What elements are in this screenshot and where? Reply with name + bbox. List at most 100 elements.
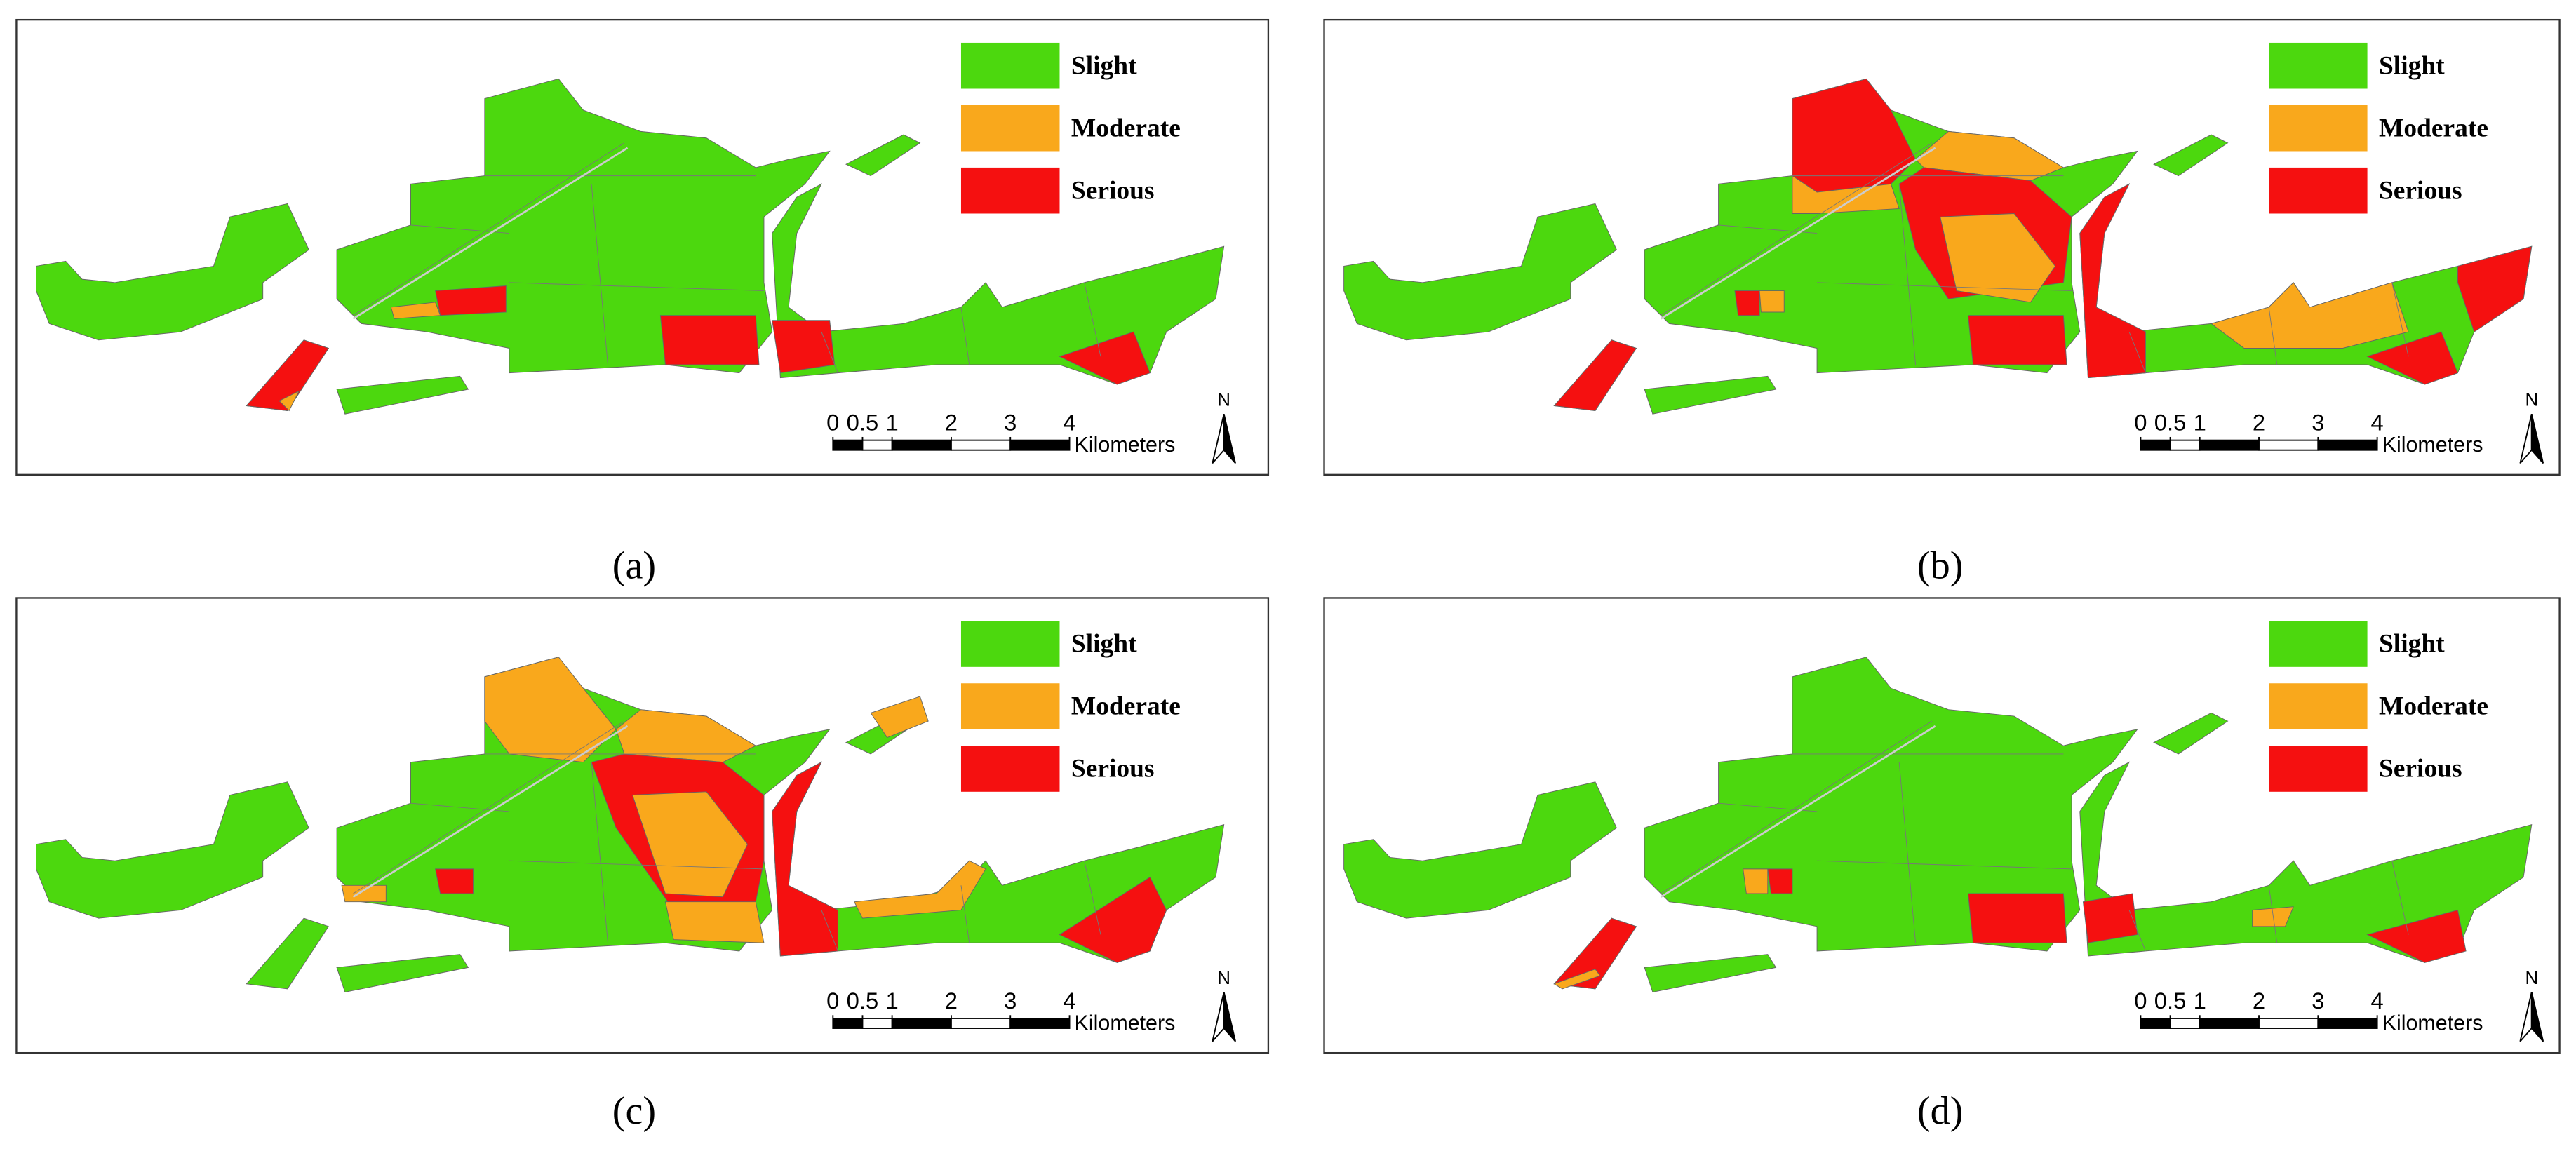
district-boundary: [1084, 282, 1101, 357]
district-boundary: [2268, 307, 2278, 365]
legend-swatch: [2269, 746, 2368, 792]
legend-label: Slight: [2379, 51, 2445, 80]
legend-label: Slight: [2379, 630, 2445, 659]
district-boundary: [1898, 184, 1917, 365]
scale-segment: [1009, 439, 1071, 451]
scale-segment: [2169, 439, 2201, 451]
scale-segment: [832, 439, 864, 451]
legend-label: Serious: [1071, 176, 1155, 205]
district-boundary: [509, 282, 764, 292]
panel-label: (c): [612, 1089, 656, 1133]
district-class: [2366, 331, 2459, 385]
scale-label: 4: [1063, 410, 1075, 436]
scale-segment: [2199, 439, 2260, 451]
district: [1644, 375, 1777, 415]
district-boundary: [821, 910, 838, 952]
north-arrow: [2530, 413, 2544, 464]
scale-label: 2: [945, 988, 958, 1014]
district-class: [854, 860, 986, 919]
legend-swatch: [960, 167, 1060, 214]
legend-label: Moderate: [1071, 114, 1181, 142]
scale-label: 2: [2253, 410, 2265, 436]
legend-swatch: [2269, 167, 2368, 214]
scale-segment: [891, 1018, 952, 1029]
scale-label: 1: [2194, 988, 2206, 1014]
legend-label: Moderate: [2379, 692, 2488, 721]
district: [2153, 712, 2229, 755]
district-boundary: [1084, 861, 1101, 935]
scale-label: 0.5: [2154, 988, 2187, 1014]
district-boundary: [1817, 860, 2072, 870]
scale-segment: [861, 1018, 893, 1029]
district: [36, 203, 309, 341]
scale-segment: [832, 1018, 864, 1029]
scale-segment: [2140, 1018, 2171, 1029]
district-class: [772, 761, 838, 957]
district-class: [1743, 868, 1769, 894]
scale-label: 0.5: [847, 988, 879, 1014]
district-boundary: [1817, 282, 2072, 292]
district-class: [1759, 290, 1785, 313]
north-arrow: [1223, 413, 1236, 464]
scale-unit: Kilometers: [2382, 1011, 2483, 1035]
district-class: [1553, 339, 1637, 411]
legend-swatch: [2269, 621, 2368, 667]
scale-label: 4: [2371, 410, 2384, 436]
district-class: [435, 868, 474, 894]
legend-swatch: [960, 621, 1060, 667]
scale-segment: [2258, 439, 2319, 451]
district-class: [2252, 906, 2294, 927]
district-class: [664, 901, 765, 943]
district-boundary: [2128, 331, 2146, 373]
district-boundary: [2268, 885, 2278, 943]
scale-label: 0: [2134, 988, 2147, 1014]
district-boundary: [353, 142, 625, 316]
panel-label: (a): [612, 544, 656, 587]
district-boundary: [353, 720, 625, 894]
district-class: [2079, 183, 2146, 379]
north-arrow: [1223, 992, 1236, 1042]
district-boundary: [821, 331, 838, 373]
scale-label: 1: [886, 988, 899, 1014]
district-boundary: [591, 184, 608, 365]
scale-label: 0: [826, 988, 839, 1014]
scale-label: 3: [1004, 988, 1017, 1014]
scale-segment: [2317, 1018, 2378, 1029]
district-boundary: [591, 762, 608, 943]
district-class: [1553, 969, 1601, 990]
road: [1660, 725, 1936, 898]
scale-segment: [891, 439, 952, 451]
district-boundary: [2128, 910, 2146, 952]
legend-label: Serious: [1071, 755, 1155, 783]
scale-label: 0: [826, 410, 839, 436]
scale-segment: [2317, 439, 2378, 451]
scale-label: 1: [886, 410, 899, 436]
scale-segment: [2258, 1018, 2319, 1029]
district-class: [2082, 893, 2138, 943]
scale-label: 4: [1063, 988, 1075, 1014]
legend-swatch: [960, 746, 1060, 792]
legend-swatch: [2269, 105, 2368, 152]
district: [2153, 134, 2229, 177]
district-boundary: [960, 307, 970, 365]
north-label: N: [1217, 969, 1230, 988]
scale-unit: Kilometers: [2382, 433, 2483, 457]
panel-label: (b): [1917, 544, 1964, 587]
scale-segment: [861, 439, 893, 451]
district: [772, 183, 1225, 385]
scale-label: 0.5: [2154, 410, 2187, 436]
scale-segment: [950, 439, 1012, 451]
north-label: N: [1217, 390, 1230, 410]
district-class: [2457, 245, 2533, 332]
legend-label: Serious: [2379, 755, 2462, 783]
district-boundary: [960, 885, 970, 943]
district-class: [1940, 213, 2056, 303]
legend-label: Moderate: [2379, 114, 2488, 142]
district-class: [1767, 868, 1793, 894]
district-class: [870, 696, 929, 739]
district: [845, 134, 921, 177]
